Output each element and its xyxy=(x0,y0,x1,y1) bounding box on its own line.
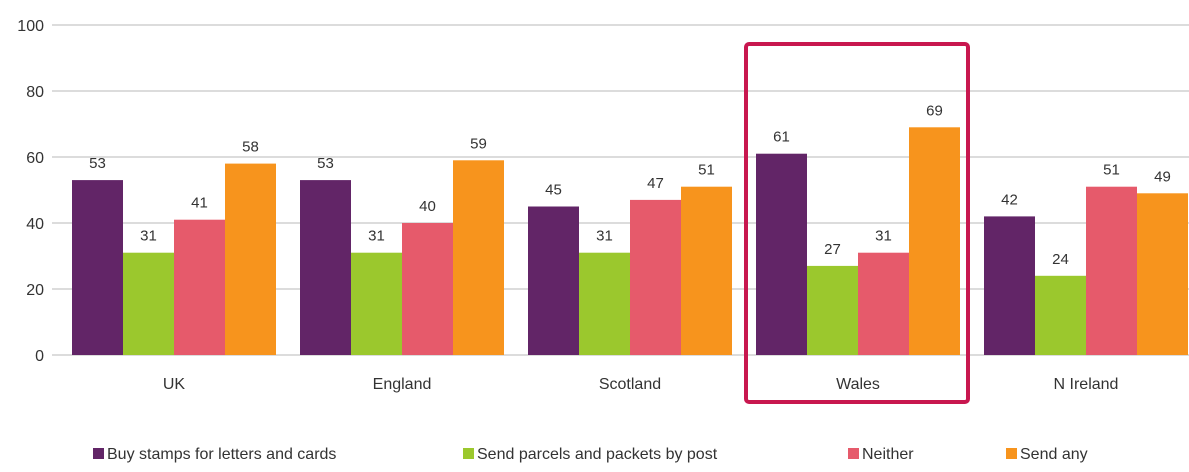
category-label: UK xyxy=(163,376,186,393)
category-label: England xyxy=(373,376,432,393)
bar-england-series-1 xyxy=(300,180,351,355)
bar-scotland-series-2 xyxy=(579,252,630,355)
bar-n-ireland-series-1 xyxy=(984,216,1035,355)
highlight-box-wales xyxy=(744,42,970,404)
data-label: 51 xyxy=(698,162,715,179)
bar-wales-series-3 xyxy=(858,252,909,355)
y-tick-label: 80 xyxy=(26,84,44,101)
data-labels: 53 31 41 58 53 31 40 59 45 31 47 51 61 27 31 69 42 24 51 49 xyxy=(89,102,1171,267)
data-label: 31 xyxy=(875,228,892,245)
bar-england-series-3 xyxy=(402,223,453,355)
bar-uk-series-2 xyxy=(123,252,174,355)
bars xyxy=(72,127,1188,355)
legend-label: Neither xyxy=(862,446,914,463)
legend-swatch xyxy=(93,448,104,459)
bar-wales-series-2 xyxy=(807,265,858,355)
y-tick-label: 60 xyxy=(26,150,44,167)
y-axis-ticks: 0 20 40 60 80 100 xyxy=(17,18,44,365)
bar-wales-series-1 xyxy=(756,153,807,355)
legend: Buy stamps for letters and cards Send par… xyxy=(93,446,1088,463)
category-label: Wales xyxy=(836,376,880,393)
bar-wales-series-4 xyxy=(909,127,960,355)
bar-uk-series-1 xyxy=(72,180,123,355)
legend-label: Buy stamps for letters and cards xyxy=(107,446,336,463)
data-label: 53 xyxy=(89,155,106,172)
bar-scotland-series-1 xyxy=(528,206,579,355)
bar-england-series-2 xyxy=(351,252,402,355)
legend-label: Send parcels and packets by post xyxy=(477,446,718,463)
bar-england-series-4 xyxy=(453,160,504,355)
data-label: 61 xyxy=(773,129,790,146)
data-label: 31 xyxy=(596,228,613,245)
y-tick-label: 40 xyxy=(26,216,44,233)
y-tick-label: 0 xyxy=(35,348,44,365)
data-label: 51 xyxy=(1103,162,1120,179)
data-label: 69 xyxy=(926,102,943,119)
data-label: 24 xyxy=(1052,251,1069,268)
bar-uk-series-4 xyxy=(225,163,276,355)
bar-scotland-series-4 xyxy=(681,186,732,355)
bar-scotland-series-3 xyxy=(630,199,681,355)
data-label: 49 xyxy=(1154,168,1171,185)
legend-swatch xyxy=(848,448,859,459)
data-label: 41 xyxy=(191,195,208,212)
highlight-box xyxy=(744,42,970,404)
data-label: 45 xyxy=(545,182,562,199)
bar-uk-series-3 xyxy=(174,219,225,355)
bar-n-ireland-series-3 xyxy=(1086,186,1137,355)
bar-n-ireland-series-2 xyxy=(1035,275,1086,355)
data-label: 40 xyxy=(419,198,436,215)
bar-n-ireland-series-4 xyxy=(1137,193,1188,355)
category-label: N Ireland xyxy=(1054,376,1119,393)
data-label: 31 xyxy=(140,228,157,245)
data-label: 47 xyxy=(647,175,664,192)
legend-swatch xyxy=(463,448,474,459)
data-label: 42 xyxy=(1001,191,1018,208)
legend-swatch xyxy=(1006,448,1017,459)
data-label: 27 xyxy=(824,241,841,258)
category-label: Scotland xyxy=(599,376,661,393)
data-label: 59 xyxy=(470,135,487,152)
legend-label: Send any xyxy=(1020,446,1088,463)
x-axis-categories: UK England Scotland Wales N Ireland xyxy=(163,376,1119,393)
y-tick-label: 20 xyxy=(26,282,44,299)
data-label: 53 xyxy=(317,155,334,172)
y-tick-label: 100 xyxy=(17,18,44,35)
data-label: 58 xyxy=(242,139,259,156)
data-label: 31 xyxy=(368,228,385,245)
